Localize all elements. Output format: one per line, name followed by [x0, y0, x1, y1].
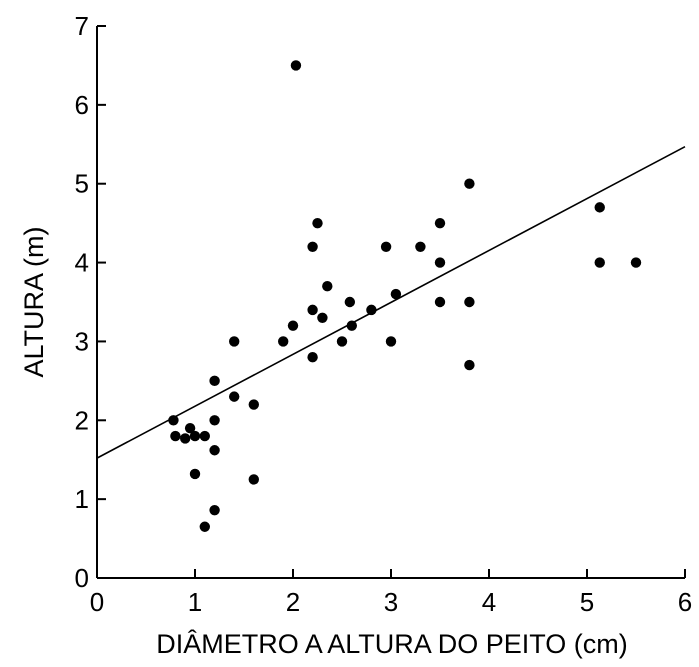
data-point — [434, 217, 446, 229]
y-tick-label: 0 — [75, 563, 89, 593]
data-point — [184, 422, 196, 434]
data-point — [170, 430, 181, 442]
data-point — [317, 312, 328, 323]
data-point — [199, 521, 210, 532]
data-point — [344, 296, 356, 308]
data-point — [287, 320, 299, 331]
data-point — [307, 241, 318, 252]
data-point — [168, 415, 179, 426]
y-tick-label: 2 — [75, 405, 89, 435]
x-tick-label: 5 — [580, 587, 594, 617]
x-tick-label: 6 — [678, 587, 692, 617]
y-tick-label: 5 — [75, 169, 89, 199]
x-tick-label: 1 — [188, 587, 202, 617]
data-point — [248, 474, 259, 485]
data-point — [199, 430, 210, 442]
data-point — [415, 241, 426, 252]
data-points — [168, 60, 642, 532]
y-tick-label: 3 — [75, 326, 89, 356]
data-point — [189, 430, 201, 442]
data-point — [209, 445, 220, 456]
data-point — [229, 336, 240, 347]
data-point — [366, 304, 377, 316]
x-tick-label: 0 — [90, 587, 104, 617]
y-axis-title: ALTURA (m) — [19, 226, 49, 377]
data-point — [278, 336, 289, 347]
data-point — [180, 433, 191, 444]
data-point — [346, 320, 357, 331]
data-point — [380, 241, 392, 252]
data-point — [434, 296, 446, 308]
y-tick-label: 7 — [75, 11, 89, 41]
data-point — [312, 217, 323, 229]
x-tick-label: 3 — [384, 587, 398, 617]
data-point — [248, 399, 259, 410]
data-point — [464, 178, 475, 189]
data-point — [290, 60, 302, 71]
x-tick-label: 4 — [482, 587, 496, 617]
data-point — [630, 257, 642, 268]
data-point — [594, 202, 605, 213]
data-point — [464, 296, 475, 308]
data-point — [594, 257, 605, 268]
data-point — [390, 288, 402, 300]
data-point — [209, 415, 220, 426]
data-point — [307, 352, 318, 363]
data-point — [307, 304, 318, 316]
x-tick-label: 2 — [286, 587, 300, 617]
y-tick-label: 4 — [75, 248, 89, 278]
x-axis-title: DIÂMETRO A ALTURA DO PEITO (cm) — [156, 628, 628, 659]
data-point — [189, 468, 201, 480]
y-tick-label: 6 — [75, 90, 89, 120]
data-point — [434, 257, 446, 268]
data-point — [209, 375, 220, 387]
data-point — [209, 504, 220, 516]
y-tick-label: 1 — [75, 484, 89, 514]
data-point — [322, 281, 333, 292]
data-point — [336, 336, 348, 347]
data-point — [464, 359, 475, 371]
tick-labels: 0 1 2 3 4 5 6 0 1 2 3 4 5 6 7 — [75, 11, 693, 617]
data-point — [229, 391, 240, 402]
data-point — [385, 336, 397, 347]
trendline — [96, 145, 686, 459]
ticks — [96, 25, 686, 579]
